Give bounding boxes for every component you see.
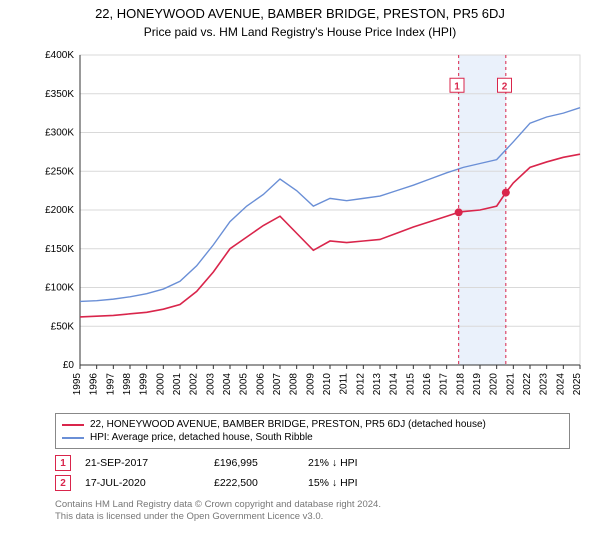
y-tick-label: £50K	[51, 321, 75, 332]
y-tick-label: £400K	[45, 50, 74, 61]
x-tick-label: 1998	[122, 373, 133, 396]
attribution: Contains HM Land Registry data © Crown c…	[55, 499, 570, 524]
sale-delta: 21% ↓ HPI	[308, 457, 388, 469]
sale-date: 21-SEP-2017	[85, 457, 200, 469]
x-tick-label: 2009	[305, 373, 316, 396]
legend-label: HPI: Average price, detached house, Sout…	[90, 432, 313, 443]
x-tick-label: 2007	[272, 373, 283, 396]
x-tick-label: 2023	[539, 373, 550, 396]
sale-table: 1 21-SEP-2017 £196,995 21% ↓ HPI 2 17-JUL-202…	[55, 453, 570, 493]
chart-container: 22, HONEYWOOD AVENUE, BAMBER BRIDGE, PRE…	[0, 0, 600, 560]
x-tick-label: 2021	[505, 373, 516, 396]
sale-price: £222,500	[214, 477, 294, 489]
sale-date: 17-JUL-2020	[85, 477, 200, 489]
x-tick-label: 1996	[89, 373, 100, 396]
x-tick-label: 2006	[255, 373, 266, 396]
x-tick-label: 2001	[172, 373, 183, 396]
y-tick-label: £150K	[45, 244, 74, 255]
sale-delta: 15% ↓ HPI	[308, 477, 388, 489]
chart-title: 22, HONEYWOOD AVENUE, BAMBER BRIDGE, PRE…	[0, 0, 600, 21]
x-tick-label: 2017	[439, 373, 450, 396]
sale-badge: 1	[55, 455, 71, 471]
x-tick-label: 2019	[472, 373, 483, 396]
attribution-line-2: This data is licensed under the Open Gov…	[55, 511, 570, 523]
x-tick-label: 2025	[572, 373, 583, 396]
sale-row: 1 21-SEP-2017 £196,995 21% ↓ HPI	[55, 453, 570, 473]
legend-swatch	[62, 437, 84, 439]
legend-row: 22, HONEYWOOD AVENUE, BAMBER BRIDGE, PRE…	[62, 418, 563, 431]
y-tick-label: £250K	[45, 166, 74, 177]
x-tick-label: 2018	[455, 373, 466, 396]
sale-row: 2 17-JUL-2020 £222,500 15% ↓ HPI	[55, 473, 570, 493]
x-tick-label: 2010	[322, 373, 333, 396]
legend-label: 22, HONEYWOOD AVENUE, BAMBER BRIDGE, PRE…	[90, 419, 486, 430]
y-tick-label: £300K	[45, 128, 74, 139]
x-tick-label: 2012	[355, 373, 366, 396]
x-tick-label: 2024	[555, 373, 566, 396]
x-tick-label: 2003	[205, 373, 216, 396]
x-tick-label: 2022	[522, 373, 533, 396]
x-tick-label: 2002	[189, 373, 200, 396]
x-tick-label: 2014	[389, 373, 400, 396]
sale-price: £196,995	[214, 457, 294, 469]
y-tick-label: £350K	[45, 89, 74, 100]
sale-marker-dot	[502, 189, 510, 197]
x-tick-label: 1995	[72, 373, 83, 396]
attribution-line-1: Contains HM Land Registry data © Crown c…	[55, 499, 570, 511]
legend-row: HPI: Average price, detached house, Sout…	[62, 431, 563, 444]
x-tick-label: 2011	[339, 373, 350, 395]
x-tick-label: 1997	[105, 373, 116, 396]
x-tick-label: 2015	[405, 373, 416, 396]
x-tick-label: 2005	[239, 373, 250, 396]
x-tick-label: 2000	[155, 373, 166, 396]
x-tick-label: 1999	[139, 373, 150, 396]
legend: 22, HONEYWOOD AVENUE, BAMBER BRIDGE, PRE…	[55, 413, 570, 449]
sale-marker-number: 2	[502, 81, 508, 92]
y-tick-label: £0	[63, 360, 75, 371]
sale-badge: 2	[55, 475, 71, 491]
x-tick-label: 2004	[222, 373, 233, 396]
sale-marker-dot	[455, 208, 463, 216]
legend-swatch	[62, 424, 84, 426]
sale-marker-number: 1	[454, 81, 460, 92]
chart-svg: £0 £50K £100K £150K £200K £250K £300K £350K £400…	[30, 45, 590, 405]
y-tick-label: £100K	[45, 283, 74, 294]
x-tick-label: 2008	[289, 373, 300, 396]
x-tick-label: 2016	[422, 373, 433, 396]
chart-subtitle: Price paid vs. HM Land Registry's House …	[0, 21, 600, 45]
chart-plot: £0 £50K £100K £150K £200K £250K £300K £350K £400…	[30, 45, 590, 405]
x-tick-label: 2020	[489, 373, 500, 396]
x-tick-label: 2013	[372, 373, 383, 396]
y-tick-label: £200K	[45, 205, 74, 216]
